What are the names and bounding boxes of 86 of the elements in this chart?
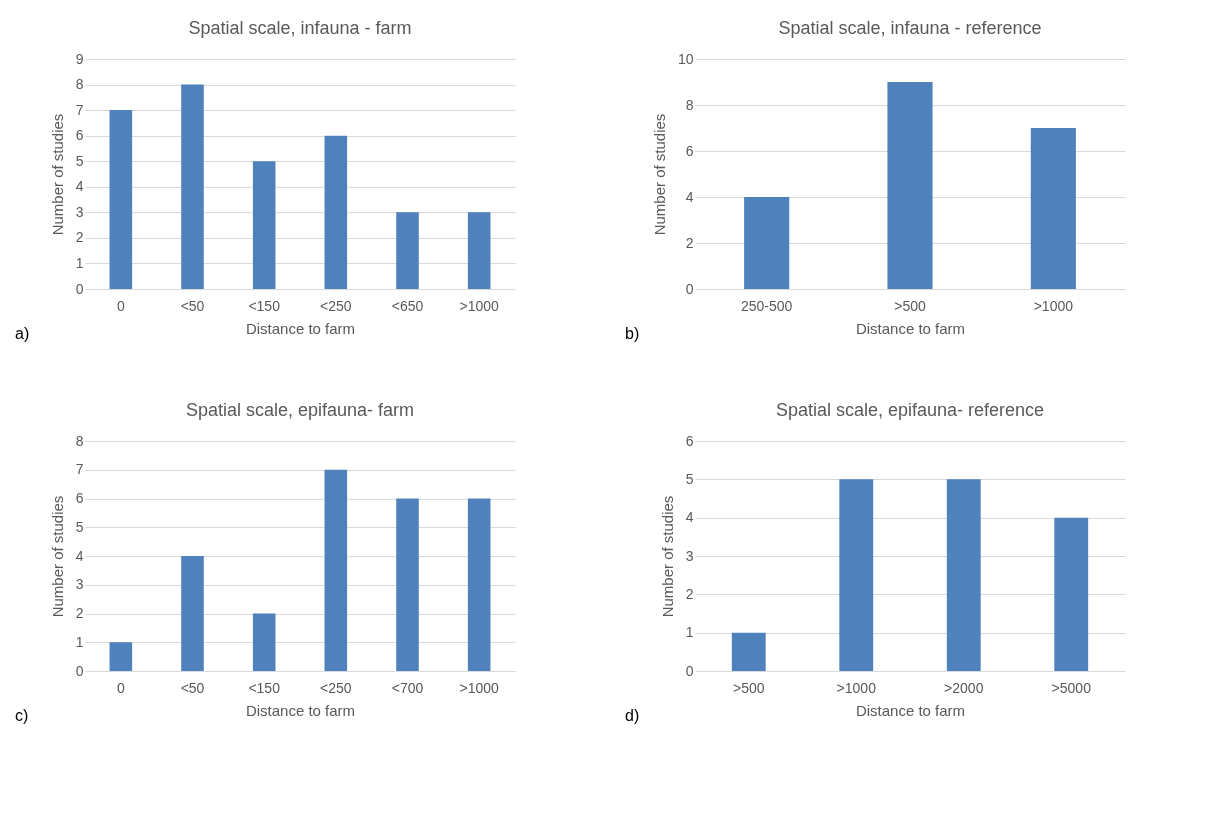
bar — [396, 498, 419, 671]
y-axis-title: Number of studies — [48, 495, 66, 618]
bar — [324, 135, 348, 289]
y-axis-title: Number of studies — [650, 113, 668, 236]
x-tick-label: >500 — [732, 679, 765, 696]
y-tick-label: 2 — [685, 585, 694, 602]
bar — [946, 479, 981, 671]
y-tick-label: 1 — [75, 254, 84, 271]
x-tick-label: 250-500 — [740, 297, 793, 314]
x-tick-label: <250 — [320, 297, 352, 314]
x-tick-label: <700 — [391, 679, 424, 696]
y-tick-label: 9 — [75, 50, 84, 67]
y-tick-label: 0 — [75, 280, 84, 297]
bar — [744, 197, 790, 289]
x-tick-label: >1000 — [459, 297, 500, 314]
y-tick-label: 8 — [75, 432, 84, 449]
y-tick-label: 4 — [685, 509, 694, 526]
x-tick-label: >1000 — [836, 679, 877, 696]
x-tick-label: 0 — [116, 297, 125, 314]
y-tick-label: 0 — [75, 662, 84, 679]
bar — [109, 642, 133, 671]
y-tick-label: 3 — [75, 203, 84, 220]
y-tick-label: 2 — [75, 229, 84, 246]
bar — [252, 613, 276, 671]
y-tick-label: 5 — [685, 470, 694, 487]
y-tick-label: 3 — [685, 547, 694, 564]
bar — [887, 82, 933, 289]
x-axis-title: Distance to farm — [855, 319, 966, 337]
x-tick-label: <650 — [391, 297, 424, 314]
x-axis-title: Distance to farm — [245, 319, 356, 337]
chart-title: Spatial scale, epifauna- farm — [185, 400, 415, 420]
y-tick-label: 7 — [75, 101, 84, 118]
bar — [252, 161, 276, 289]
bar — [396, 212, 419, 289]
x-tick-label: >1000 — [1033, 297, 1074, 314]
text: c) — [15, 707, 29, 724]
text: a) — [15, 325, 30, 342]
y-tick-label: 1 — [75, 633, 84, 650]
bar — [1030, 128, 1076, 289]
bar — [467, 212, 491, 289]
bar — [324, 469, 348, 671]
x-axis-title: Distance to farm — [245, 701, 356, 719]
y-tick-label: 6 — [75, 127, 84, 144]
bar — [467, 498, 491, 671]
x-tick-label: >2000 — [944, 679, 984, 696]
y-tick-label: 5 — [75, 518, 84, 535]
y-tick-label: 10 — [677, 50, 694, 67]
x-tick-label: >500 — [894, 297, 926, 314]
bar — [109, 110, 133, 289]
y-tick-label: 6 — [685, 142, 694, 159]
x-tick-label: <150 — [248, 679, 281, 696]
y-tick-label: 5 — [75, 152, 84, 169]
x-tick-label: >5000 — [1051, 679, 1092, 696]
bar — [181, 556, 204, 671]
y-tick-label: 1 — [685, 624, 694, 641]
y-tick-label: 6 — [75, 490, 84, 506]
bar — [1054, 517, 1089, 671]
y-tick-label: 4 — [75, 178, 84, 195]
chart-title: Spatial scale, infauna - farm — [188, 18, 412, 38]
text: b) — [625, 325, 640, 342]
bar — [731, 632, 766, 671]
text: d) — [625, 707, 640, 724]
y-tick-label: 4 — [685, 188, 694, 205]
chart-title: Spatial scale, epifauna- reference — [775, 400, 1045, 420]
y-axis-title: Number of studies — [48, 113, 66, 236]
y-tick-label: 7 — [75, 461, 84, 478]
x-axis-title: Distance to farm — [855, 701, 966, 719]
y-tick-label: 3 — [75, 576, 84, 593]
bar — [839, 479, 874, 671]
y-tick-label: 6 — [685, 432, 694, 449]
x-tick-label: <250 — [320, 679, 352, 696]
y-tick-label: 8 — [685, 96, 694, 113]
y-tick-label: 0 — [685, 662, 694, 679]
bar — [181, 84, 204, 289]
x-tick-label: <150 — [248, 297, 281, 314]
y-tick-label: 8 — [75, 76, 84, 93]
y-tick-label: 2 — [75, 605, 84, 621]
x-tick-label: >1000 — [459, 679, 500, 696]
y-tick-label: 0 — [685, 280, 694, 297]
x-tick-label: 0 — [116, 679, 125, 696]
y-tick-label: 2 — [685, 234, 694, 251]
x-tick-label: <50 — [180, 297, 205, 314]
y-tick-label: 4 — [75, 547, 84, 564]
x-tick-label: <50 — [180, 679, 205, 696]
chart-title: Spatial scale, infauna - reference — [778, 18, 1042, 38]
y-axis-title: Number of studies — [658, 495, 676, 618]
